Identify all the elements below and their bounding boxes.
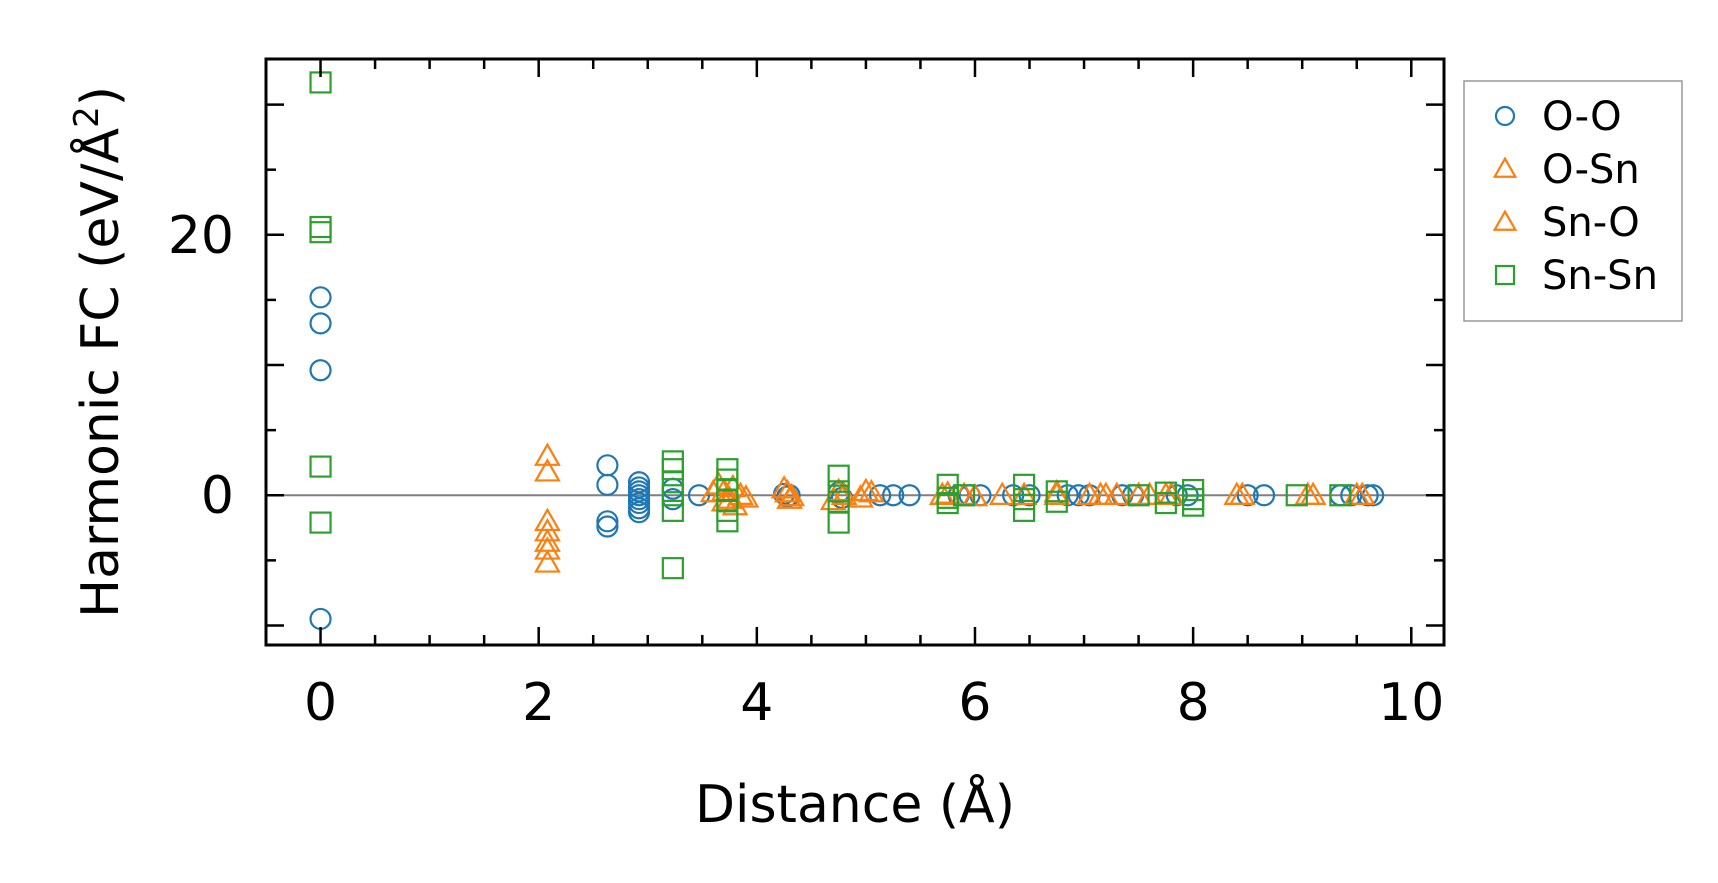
x-tick-label: 0: [304, 673, 337, 733]
data-point: [819, 486, 847, 511]
series-o-o: [309, 286, 1385, 631]
data-point: [627, 501, 651, 524]
data-point: [1043, 481, 1071, 505]
legend-label: Sn-Sn: [1542, 253, 1658, 299]
data-point: [687, 484, 711, 507]
data-point: [534, 536, 561, 560]
data-point: [1012, 473, 1036, 496]
data-point: [661, 557, 684, 580]
data-point: [309, 359, 332, 382]
data-point: [716, 510, 739, 533]
data-point: [827, 511, 850, 534]
y-tick-label: 20: [168, 206, 234, 266]
data-point: [1092, 481, 1120, 505]
data-point: [1045, 490, 1068, 513]
data-point: [1076, 481, 1103, 505]
data-point: [732, 484, 760, 508]
y-axis-title-main: Harmonic FC (eV/Å: [69, 127, 131, 618]
data-point: [309, 607, 332, 631]
legend: O-O O-Sn Sn-O Sn-Sn: [1463, 80, 1683, 322]
data-point: [1356, 484, 1379, 507]
data-point: [1285, 484, 1308, 507]
x-tick-label: 10: [1378, 673, 1444, 733]
data-point: [830, 481, 858, 505]
data-point: [1252, 484, 1276, 507]
data-point: [778, 482, 806, 507]
x-axis-ticks: 0 2 4 6 8 10: [304, 59, 1444, 733]
data-point: [1236, 484, 1259, 507]
y-axis-title-superscript: 2: [67, 106, 107, 128]
data-point: [534, 549, 561, 573]
data-point: [1127, 484, 1150, 507]
x-tick-label: 4: [740, 673, 773, 733]
legend-marker-o-o: [1494, 105, 1516, 127]
data-point: [596, 454, 619, 477]
x-axis-title: Distance (Å): [695, 773, 1015, 835]
data-point: [847, 484, 874, 508]
data-point: [1012, 488, 1036, 511]
data-point: [1012, 499, 1036, 522]
data-point: [661, 450, 684, 473]
data-point: [1182, 494, 1205, 517]
legend-label: O-Sn: [1542, 147, 1640, 193]
data-point: [857, 478, 885, 503]
legend-box: [1463, 80, 1683, 322]
data-point: [309, 221, 332, 244]
data-point: [309, 312, 332, 335]
data-point: [309, 286, 332, 309]
data-point: [1329, 484, 1352, 507]
data-point: [719, 473, 747, 498]
data-point: [827, 464, 850, 487]
x-tick-label: 6: [958, 673, 991, 733]
data-point: [936, 491, 959, 515]
x-tick-label: 8: [1177, 673, 1210, 733]
series-sn-sn: [309, 71, 1352, 580]
data-point: [596, 510, 619, 533]
data-point: [627, 491, 651, 515]
legend-marker-sn-sn: [1494, 264, 1516, 286]
x-tick-label: 2: [522, 673, 555, 733]
data-point: [727, 481, 754, 505]
legend-marker-o-sn: [1492, 156, 1518, 178]
y-axis-title: Harmonic FC (eV/Å2): [67, 86, 131, 618]
data-point: [596, 473, 619, 496]
data-point: [309, 215, 332, 239]
data-point: [898, 484, 921, 507]
series-sn-o: [534, 473, 1371, 573]
data-point: [852, 477, 880, 502]
data-point: [534, 442, 561, 466]
data-point: [952, 484, 976, 507]
data-point: [309, 455, 332, 478]
data-point: [773, 478, 801, 503]
legend-label: O-O: [1542, 94, 1622, 140]
y-axis-ticks: 0 20: [168, 103, 1444, 627]
data-points: [309, 71, 1385, 631]
data-point: [1067, 484, 1090, 507]
data-point: [661, 484, 684, 507]
data-point: [868, 484, 892, 507]
data-point: [988, 481, 1016, 505]
data-point: [661, 471, 684, 494]
plot-frame: [264, 57, 1446, 647]
data-point: [534, 458, 561, 482]
data-point: [1154, 491, 1177, 515]
legend-marker-sn-o: [1492, 209, 1518, 231]
data-point: [882, 484, 905, 507]
data-point: [1228, 481, 1256, 505]
y-axis-title-suffix: ): [71, 86, 131, 106]
legend-label: Sn-O: [1542, 200, 1640, 246]
data-point: [596, 515, 619, 538]
data-point: [661, 458, 684, 481]
data-point: [309, 511, 332, 534]
data-point: [661, 499, 684, 522]
y-tick-label: 0: [201, 466, 234, 526]
